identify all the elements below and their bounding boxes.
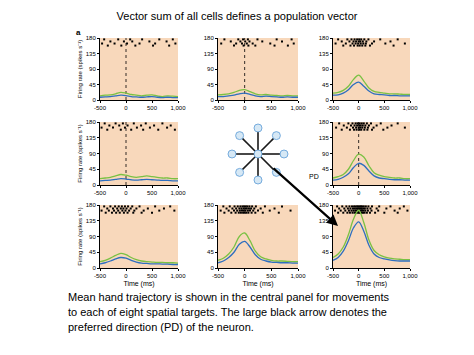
svg-text:90: 90	[89, 151, 96, 157]
svg-text:0: 0	[92, 97, 96, 103]
svg-text:1,000: 1,000	[170, 190, 186, 196]
svg-text:500: 500	[266, 105, 277, 111]
svg-text:45: 45	[89, 249, 96, 255]
svg-text:0: 0	[243, 105, 247, 111]
svg-text:90: 90	[207, 66, 214, 72]
svg-text:0: 0	[210, 265, 214, 271]
svg-text:45: 45	[89, 166, 96, 172]
svg-text:180: 180	[319, 35, 330, 41]
svg-text:-500: -500	[94, 105, 107, 111]
svg-text:Mean hand trajectory is shown: Mean hand trajectory is shown in the cen…	[68, 291, 389, 303]
svg-text:1,000: 1,000	[402, 190, 418, 196]
svg-text:1,000: 1,000	[170, 105, 186, 111]
svg-text:180: 180	[204, 202, 215, 208]
svg-text:90: 90	[322, 234, 329, 240]
svg-text:0: 0	[124, 105, 128, 111]
svg-text:0: 0	[357, 105, 361, 111]
svg-text:45: 45	[89, 82, 96, 88]
svg-text:0: 0	[357, 273, 361, 279]
svg-text:500: 500	[379, 190, 390, 196]
svg-text:-500: -500	[327, 105, 340, 111]
svg-text:-500: -500	[212, 105, 225, 111]
svg-text:0: 0	[357, 190, 361, 196]
svg-text:0: 0	[210, 97, 214, 103]
svg-text:90: 90	[322, 151, 329, 157]
svg-text:1,000: 1,000	[170, 273, 186, 279]
svg-text:135: 135	[319, 51, 330, 57]
svg-text:Firing rate (spikes s⁻¹): Firing rate (spikes s⁻¹)	[77, 40, 83, 98]
svg-text:0: 0	[243, 273, 247, 279]
svg-text:Firing rate (spikes s⁻¹): Firing rate (spikes s⁻¹)	[77, 207, 83, 265]
svg-text:45: 45	[322, 82, 329, 88]
svg-text:500: 500	[147, 105, 158, 111]
svg-text:90: 90	[207, 234, 214, 240]
svg-text:0: 0	[124, 190, 128, 196]
svg-text:135: 135	[86, 135, 97, 141]
svg-text:-500: -500	[212, 273, 225, 279]
svg-text:180: 180	[319, 119, 330, 125]
svg-text:180: 180	[204, 35, 215, 41]
svg-text:Time (ms): Time (ms)	[123, 280, 154, 288]
svg-text:135: 135	[86, 51, 97, 57]
svg-text:Time (ms): Time (ms)	[356, 280, 387, 288]
svg-text:500: 500	[266, 273, 277, 279]
svg-text:45: 45	[207, 249, 214, 255]
svg-text:500: 500	[147, 190, 158, 196]
svg-text:500: 500	[147, 273, 158, 279]
svg-text:Time (ms): Time (ms)	[242, 280, 273, 288]
svg-text:-500: -500	[94, 190, 107, 196]
svg-text:135: 135	[319, 135, 330, 141]
svg-text:135: 135	[319, 218, 330, 224]
svg-text:180: 180	[319, 202, 330, 208]
svg-text:1,000: 1,000	[402, 273, 418, 279]
svg-text:0: 0	[325, 97, 329, 103]
svg-text:to each of eight spatial targe: to each of eight spatial targets. The la…	[68, 306, 387, 318]
svg-text:1,000: 1,000	[290, 273, 306, 279]
svg-text:90: 90	[322, 66, 329, 72]
svg-text:500: 500	[379, 273, 390, 279]
svg-text:135: 135	[204, 218, 215, 224]
svg-text:-500: -500	[327, 190, 340, 196]
svg-text:-500: -500	[327, 273, 340, 279]
svg-text:135: 135	[204, 51, 215, 57]
svg-text:180: 180	[86, 119, 97, 125]
svg-text:1,000: 1,000	[402, 105, 418, 111]
svg-text:180: 180	[86, 202, 97, 208]
svg-text:90: 90	[89, 66, 96, 72]
svg-text:0: 0	[325, 182, 329, 188]
svg-text:Vector sum of all cells define: Vector sum of all cells defines a popula…	[117, 10, 358, 22]
svg-text:Firing rate (spikes s⁻¹): Firing rate (spikes s⁻¹)	[77, 124, 83, 182]
svg-text:500: 500	[379, 105, 390, 111]
svg-text:180: 180	[86, 35, 97, 41]
svg-text:a: a	[76, 28, 81, 37]
svg-text:45: 45	[207, 82, 214, 88]
svg-text:0: 0	[92, 182, 96, 188]
svg-text:PD: PD	[309, 173, 319, 180]
svg-text:45: 45	[322, 249, 329, 255]
svg-text:135: 135	[86, 218, 97, 224]
svg-text:0: 0	[124, 273, 128, 279]
svg-text:90: 90	[89, 234, 96, 240]
svg-text:preferred direction (PD) of th: preferred direction (PD) of the neuron.	[68, 321, 254, 333]
svg-text:0: 0	[325, 265, 329, 271]
svg-text:45: 45	[322, 166, 329, 172]
svg-text:1,000: 1,000	[290, 105, 306, 111]
svg-text:0: 0	[92, 265, 96, 271]
svg-text:-500: -500	[94, 273, 107, 279]
